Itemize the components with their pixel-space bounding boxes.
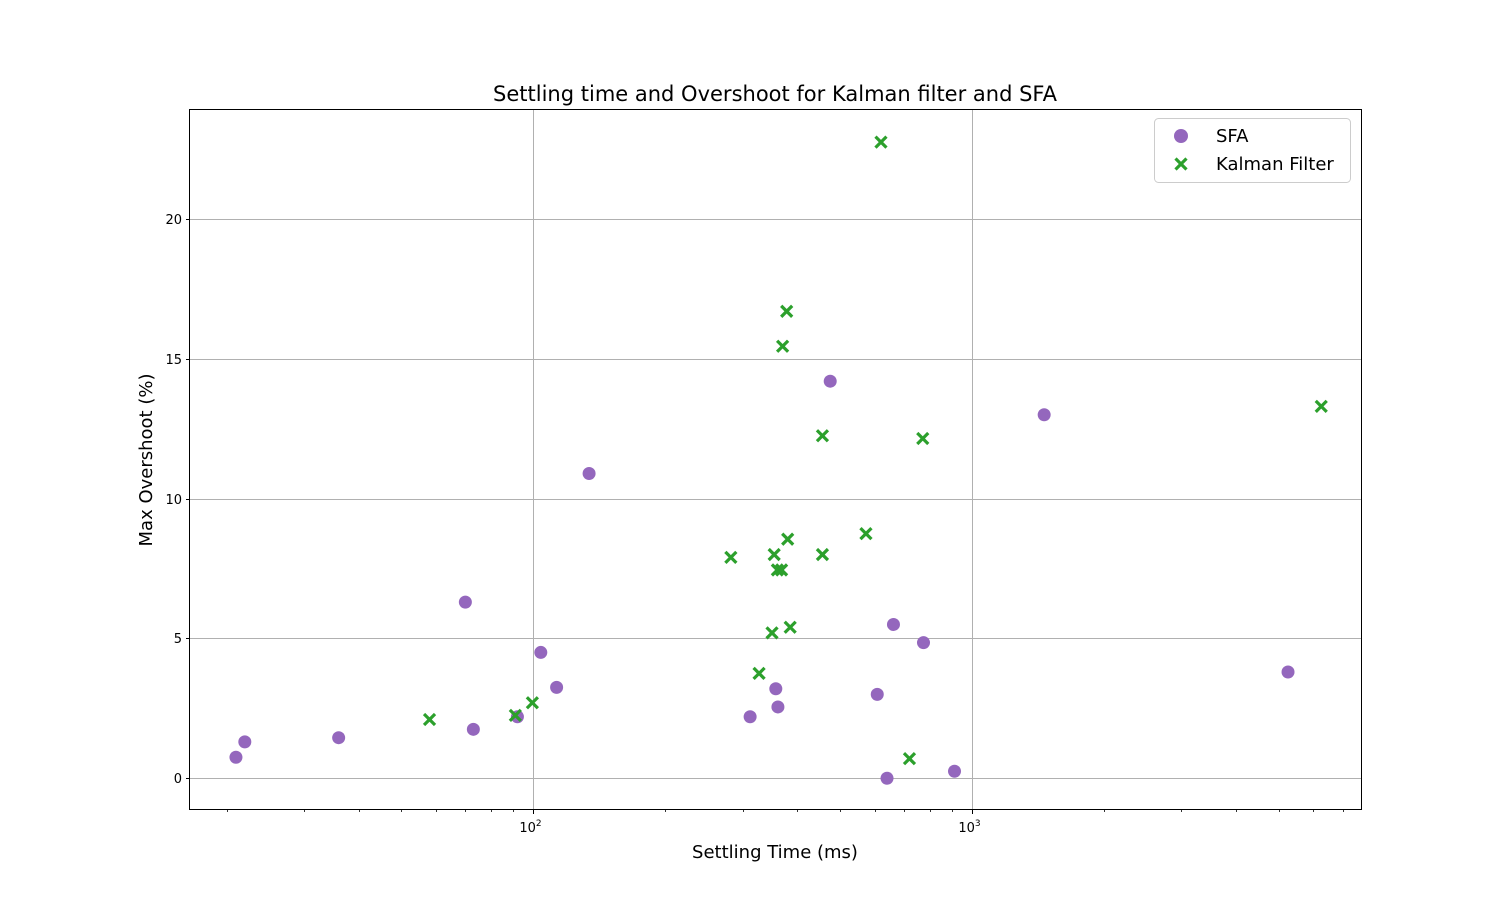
sfa-point [823,374,837,388]
sfa-point [466,722,480,736]
sfa-point [458,595,472,609]
x-axis-label: Settling Time (ms) [692,842,858,863]
sfa-point [769,682,783,696]
sfa-point [880,771,894,785]
legend-marker-sfa [1174,129,1188,143]
kalman-point [767,547,781,562]
sfa-point [870,687,884,701]
y-tick-label: 15 [165,353,182,368]
chart-title: Settling time and Overshoot for Kalman f… [493,82,1058,106]
y-axis-label: Max Overshoot (%) [136,374,157,547]
sfa-point [582,466,596,480]
sfa-point [948,764,962,778]
sfa-point [229,750,243,764]
kalman-point [916,431,930,446]
legend: SFA Kalman Filter [1154,118,1351,183]
sfa-point [550,680,564,694]
kalman-point [752,666,766,681]
axis-ticks: 0 5 10 15 20 102 103 [165,213,1344,836]
x-tick-label: 103 [958,819,980,836]
kalman-point [780,304,794,318]
legend-marker-kalman [1174,157,1188,171]
sfa-point [1281,665,1295,679]
kalman-point [770,563,785,577]
sfa-point [916,636,930,650]
legend-box [1154,118,1351,183]
legend-label-sfa: SFA [1216,126,1249,147]
sfa-point [332,731,346,745]
kalman-point [774,563,789,577]
data-points [229,135,1328,785]
plot-frame [189,109,1362,810]
sfa-point [238,735,252,749]
sfa-point [771,700,785,714]
legend-label-kalman: Kalman Filter [1216,154,1334,175]
sfa-point [534,645,548,659]
x-tick-label: 102 [519,819,541,836]
kalman-point [815,547,830,562]
y-tick-label: 10 [165,493,182,508]
kalman-point [902,752,917,766]
kalman-point [508,708,522,722]
y-tick-label: 5 [174,632,182,647]
kalman-point [859,526,873,541]
kalman-point [783,620,797,634]
sfa-point [886,617,900,631]
y-tick-label: 20 [165,213,182,228]
kalman-point [422,712,437,727]
sfa-point [743,710,757,724]
kalman-point [724,550,738,564]
kalman-point [781,532,795,546]
kalman-point [775,339,790,353]
grid-lines [190,110,1361,809]
kalman-point [525,696,539,710]
kalman-point [874,135,888,149]
sfa-point [1037,408,1051,422]
kalman-point [765,626,779,640]
kalman-point [815,429,830,443]
y-tick-label: 0 [174,772,182,787]
kalman-point [1314,399,1328,414]
